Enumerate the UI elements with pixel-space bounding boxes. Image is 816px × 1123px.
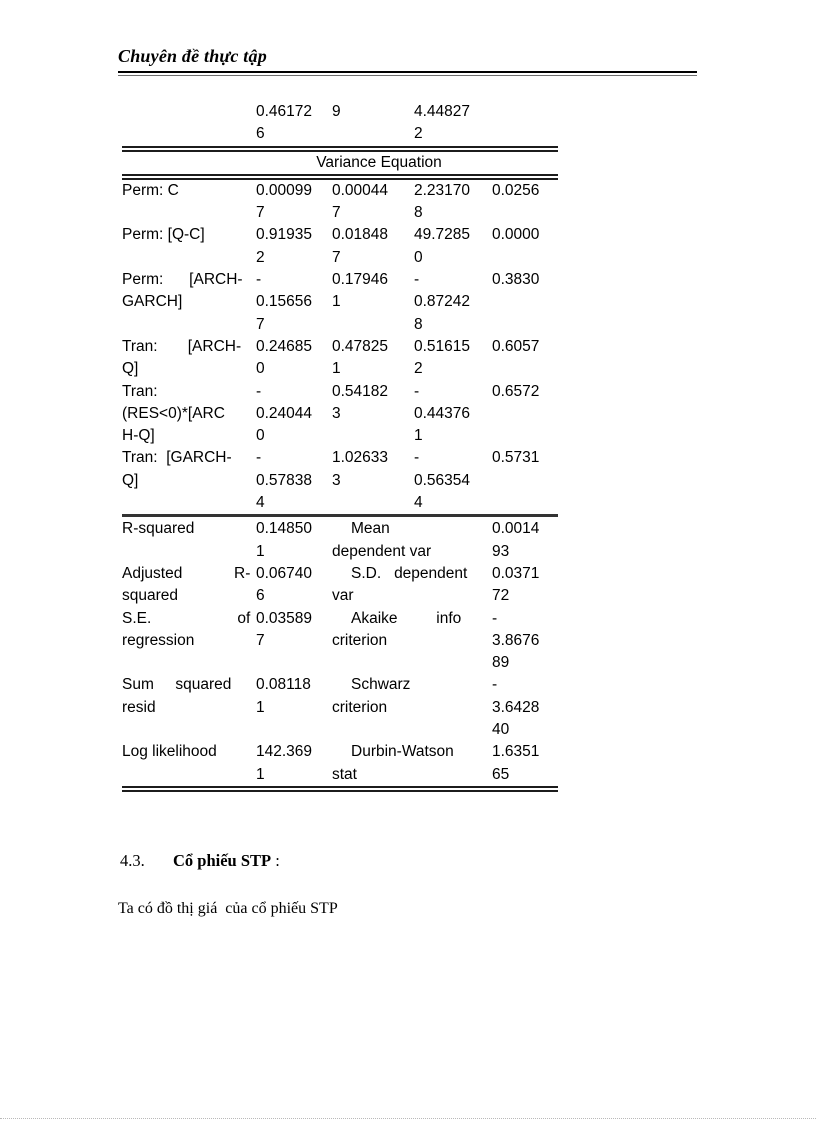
- running-header: Chuyên đề thực tập: [118, 46, 267, 66]
- table-row: Log likelihood 142.369 1 Durbin-Watson s…: [122, 741, 558, 786]
- stat-value-cell: 0.08118 1: [256, 676, 311, 716]
- table-row: Perm: [ARCH- GARCH] - 0.15656 7 0.17946 …: [122, 269, 558, 336]
- prob-cell: 0.5731: [492, 449, 540, 467]
- coefficient-cell: 0.46172 6: [256, 103, 313, 143]
- stat-value-cell: 0.06740 6: [256, 564, 313, 605]
- header-rule: [118, 71, 697, 76]
- stat-label-cell: Durbin-Watson stat: [332, 743, 454, 783]
- stat-label-cell: S.D. dependent var: [332, 564, 468, 605]
- stat-label-cell: Mean dependent var: [332, 520, 432, 560]
- section-title-suffix: :: [271, 851, 280, 870]
- stat-value-cell: 0.03589 7: [256, 609, 313, 649]
- stat-value-cell: - 3.6428 40: [492, 676, 540, 739]
- table-row: Sum squared resid 0.08118 1 Schwarz crit…: [122, 674, 558, 741]
- regression-output-table: 0.46172 6 9 4.44827 2 Variance Equation …: [122, 101, 558, 792]
- variable-label-cell: Perm: [ARCH- GARCH]: [122, 271, 243, 311]
- coefficient-cell: 0.91935 2: [256, 226, 313, 266]
- variable-label-cell: Perm: C: [122, 181, 179, 199]
- table-divider: [122, 145, 558, 152]
- table-row: Adjusted R- squared 0.06740 6 S.D. depen…: [122, 563, 558, 608]
- table-row: Tran: [ARCH- Q] 0.24685 0 0.47825 1 0.51…: [122, 336, 558, 381]
- z-statistic-cell: - 0.87242 8: [414, 271, 471, 333]
- variable-label-cell: Perm: [Q-C]: [122, 226, 205, 244]
- std-error-cell: 9: [332, 103, 341, 120]
- std-error-cell: 0.47825 1: [332, 337, 389, 378]
- table-divider: [122, 514, 558, 518]
- paragraph-text: Ta có đồ thị giá của cổ phiếu STP: [118, 900, 338, 917]
- prob-cell: [492, 101, 558, 146]
- std-error-cell: 0.54182 3: [332, 382, 389, 422]
- prob-cell: 0.3830: [492, 271, 540, 289]
- section-title: Cổ phiếu STP: [173, 851, 272, 870]
- table-row: Tran: [GARCH- Q] - 0.57838 4 1.02633 3 -…: [122, 447, 558, 514]
- table-divider: [122, 173, 558, 180]
- table-row: Tran: (RES<0)*[ARC H-Q] - 0.24044 0 0.54…: [122, 381, 558, 448]
- variance-equation-header: Variance Equation: [316, 153, 442, 171]
- variable-label-cell: [122, 101, 256, 146]
- variable-label-cell: Tran: (RES<0)*[ARC H-Q]: [122, 382, 225, 445]
- std-error-cell: 1.02633 3: [332, 449, 389, 489]
- z-statistic-cell: 2.23170 8: [414, 181, 471, 222]
- stat-label-cell: Akaike info criterion: [332, 609, 462, 649]
- stat-label-cell: Schwarz criterion: [332, 676, 411, 716]
- variable-label-cell: Tran: [ARCH- Q]: [122, 337, 242, 378]
- section-number: 4.3.: [120, 851, 145, 870]
- z-statistic-cell: 0.51615 2: [414, 337, 471, 378]
- coefficient-cell: - 0.24044 0: [256, 382, 313, 445]
- stat-label-cell: S.E. of regression: [122, 609, 251, 649]
- stat-label-cell: Adjusted R- squared: [122, 564, 251, 605]
- stat-value-cell: 1.6351 65: [492, 743, 540, 783]
- table-row: R-squared 0.14850 1 Mean dependent var 0…: [122, 518, 558, 563]
- stat-value-cell: 0.0014 93: [492, 520, 540, 560]
- table-row: Perm: C 0.00099 7 0.00044 7 2.23170 8 0.…: [122, 180, 558, 225]
- stat-label-cell: Log likelihood: [122, 743, 217, 761]
- coefficient-cell: 0.24685 0: [256, 337, 313, 378]
- table-divider: [122, 785, 558, 792]
- stat-value-cell: 142.369 1: [256, 743, 313, 783]
- z-statistic-cell: 49.7285 0: [414, 226, 471, 266]
- prob-cell: 0.0000: [492, 226, 540, 244]
- table-row: S.E. of regression 0.03589 7 Akaike info…: [122, 608, 558, 675]
- prob-cell: 0.6057: [492, 337, 540, 355]
- prob-cell: 0.6572: [492, 382, 540, 400]
- z-statistic-cell: - 0.44376 1: [414, 382, 471, 445]
- coefficient-cell: - 0.57838 4: [256, 449, 313, 512]
- std-error-cell: 0.17946 1: [332, 271, 389, 311]
- table-row: Perm: [Q-C] 0.91935 2 0.01848 7 49.7285 …: [122, 224, 558, 269]
- stat-label-cell: Sum squared resid: [122, 676, 232, 716]
- std-error-cell: 0.00044 7: [332, 181, 389, 222]
- section-heading: 4.3. Cổ phiếu STP :: [120, 851, 280, 871]
- stat-value-cell: 0.0371 72: [492, 564, 540, 605]
- variable-label-cell: Tran: [GARCH- Q]: [122, 449, 232, 489]
- std-error-cell: 0.01848 7: [332, 226, 389, 266]
- z-statistic-cell: - 0.56354 4: [414, 449, 471, 512]
- stat-label-cell: R-squared: [122, 520, 195, 538]
- stat-value-cell: - 3.8676 89: [492, 609, 540, 672]
- coefficient-cell: 0.00099 7: [256, 181, 313, 222]
- table-row: 0.46172 6 9 4.44827 2: [122, 101, 558, 146]
- page-boundary-dots: [0, 1118, 816, 1119]
- coefficient-cell: - 0.15656 7: [256, 271, 313, 333]
- prob-cell: 0.0256: [492, 181, 540, 199]
- z-statistic-cell: 4.44827 2: [414, 103, 471, 143]
- stat-value-cell: 0.14850 1: [256, 520, 313, 560]
